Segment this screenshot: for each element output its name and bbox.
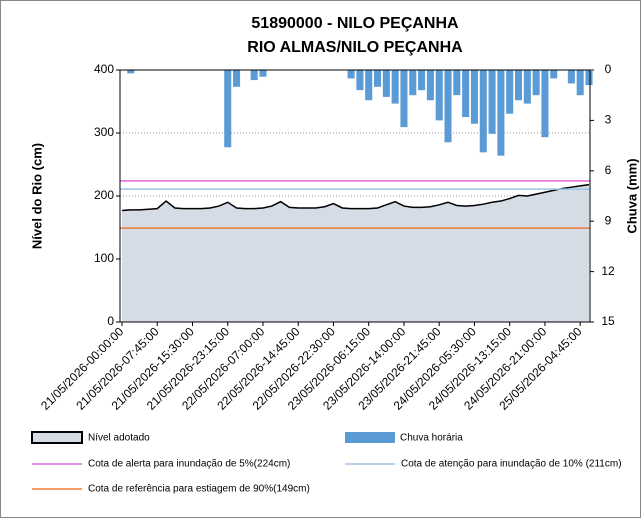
rain-bar — [567, 70, 575, 84]
rain-bar — [453, 70, 461, 96]
rain-bar — [224, 70, 232, 148]
rain-bar — [514, 70, 523, 101]
y-tick-label: 200 — [94, 188, 114, 202]
rain-bar — [532, 70, 540, 96]
rain-bar — [506, 70, 514, 114]
legend-label: Chuva horária — [400, 433, 463, 444]
y2-tick-label: 6 — [605, 163, 612, 177]
rain-bar — [250, 70, 258, 81]
rain-bar — [418, 70, 426, 91]
rain-bar — [400, 70, 408, 128]
rain-bar — [444, 70, 452, 143]
legend-label: Nível adotado — [88, 433, 150, 444]
rain-bar — [356, 70, 364, 91]
legend-swatch — [31, 431, 83, 444]
rain-bar — [576, 70, 584, 96]
rain-bar — [523, 70, 531, 104]
y-tick-label: 0 — [107, 314, 114, 328]
rain-bar — [365, 70, 373, 101]
rain-bar — [541, 70, 549, 138]
rain-bar — [426, 70, 434, 101]
chart-subtitle: RIO ALMAS/NILO PEÇANHA — [247, 39, 463, 56]
rain-bar — [435, 70, 443, 121]
y-tick-label: 100 — [94, 251, 114, 265]
legend-label: Cota de referência para estiagem de 90%(… — [88, 484, 310, 495]
legend-swatch — [345, 432, 395, 443]
y2-tick-label: 0 — [605, 62, 612, 76]
plot-frame — [119, 69, 591, 323]
y-tick-label: 300 — [94, 125, 114, 139]
rain-bar — [479, 70, 487, 153]
rain-bar — [462, 70, 470, 118]
rain-bar — [409, 70, 417, 96]
y-tick-label: 400 — [94, 62, 114, 76]
chart-title: 51890000 - NILO PEÇANHA — [251, 15, 459, 32]
rain-bar — [497, 70, 505, 156]
rain-bar — [127, 70, 135, 74]
rain-bar — [585, 70, 593, 86]
legend-label: Cota de alerta para inundação de 5%(224c… — [88, 459, 290, 470]
y2-tick-label: 15 — [601, 314, 615, 328]
rain-bar — [382, 70, 390, 97]
rain-bar — [233, 70, 241, 87]
rain-bar — [374, 70, 382, 87]
rain-bar — [470, 70, 478, 124]
y2-tick-label: 3 — [605, 113, 612, 127]
rain-bar — [391, 70, 399, 104]
rain-bar — [488, 70, 496, 134]
y2-tick-label: 12 — [601, 264, 615, 278]
y2-axis-label: Chuva (mm) — [624, 158, 639, 233]
rain-bar — [347, 70, 355, 79]
level-area — [122, 184, 589, 322]
rain-bar — [259, 70, 267, 77]
y2-tick-label: 9 — [605, 213, 612, 227]
level-line — [121, 183, 590, 212]
rain-bar — [550, 70, 558, 79]
y-axis-label: Nível do Rio (cm) — [29, 143, 44, 249]
legend-label: Cota de atenção para inundação de 10% (2… — [401, 459, 622, 470]
